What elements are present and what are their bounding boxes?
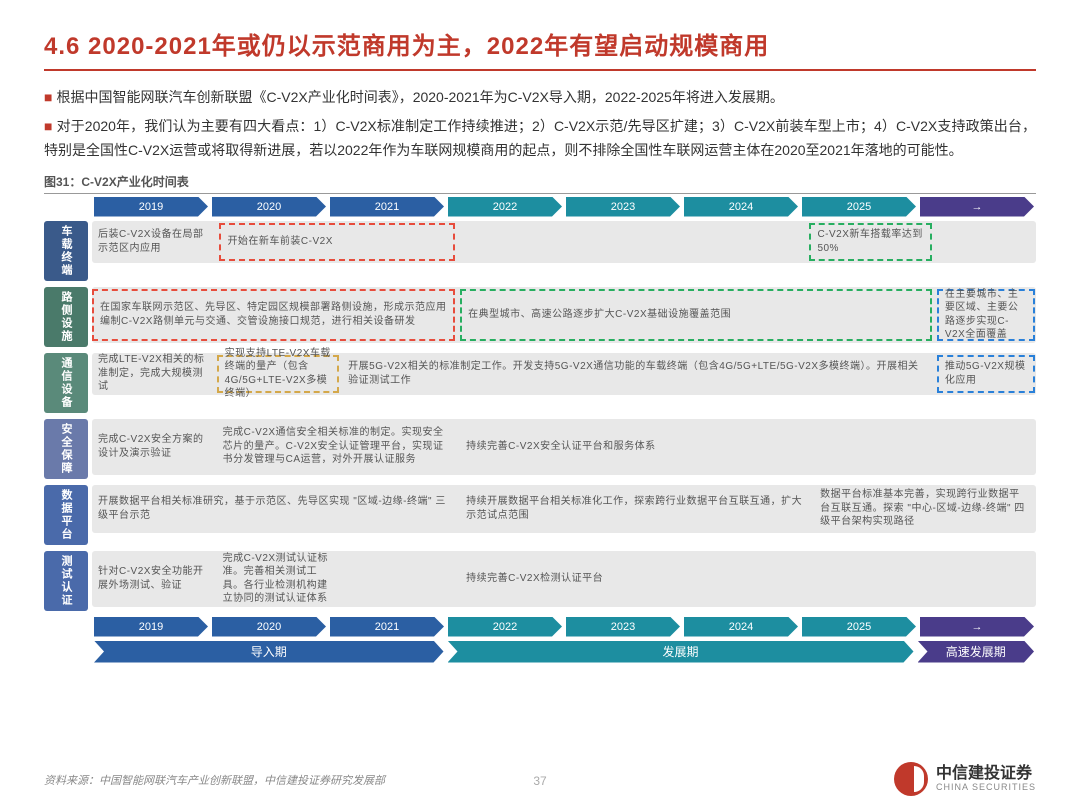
year-cell: 2023 [566, 617, 680, 637]
timeline-box: 在主要城市、主要区域、主要公路逐步实现C-V2X全面覆盖 [937, 289, 1035, 341]
page-number: 37 [533, 774, 546, 788]
year-cell: 2020 [212, 617, 326, 637]
track-label: 路侧设施 [44, 287, 88, 347]
track-row: 车载终端后装C-V2X设备在局部示范区内应用开始在新车前装C-V2X C-V2X新… [44, 221, 1036, 281]
timeline-box: C-V2X新车搭载率达到50% [809, 223, 932, 261]
timeline-box: 完成C-V2X测试认证标准。完善相关测试工具。各行业检测机构建立协同的测试认证体… [217, 553, 340, 605]
bullet-item: ■对于2020年，我们认为主要有四大看点：1）C-V2X标准制定工作持续推进；2… [44, 114, 1036, 163]
year-cell: 2021 [330, 617, 444, 637]
year-cell: 2019 [94, 197, 208, 217]
bullet-item: ■根据中国智能网联汽车创新联盟《C-V2X产业化时间表》，2020-2021年为… [44, 85, 1036, 110]
timeline-box: 完成C-V2X安全方案的设计及演示验证 [92, 421, 215, 473]
track-label: 测试认证 [44, 551, 88, 611]
logo-main: 中信建投证券 [936, 766, 1036, 782]
year-cell: 2024 [684, 617, 798, 637]
track-body: 完成LTE-V2X相关的标准制定，完成大规模测试实现支持LTE-V2X车载终端的… [92, 353, 1036, 395]
timeline-box: 推动5G-V2X规模化应用 [937, 355, 1035, 393]
year-cell: 2024 [684, 197, 798, 217]
logo-sub: CHINA SECURITIES [936, 782, 1036, 792]
track-label: 车载终端 [44, 221, 88, 281]
track-row: 测试认证针对C-V2X安全功能开展外场测试、验证完成C-V2X测试认证标准。完善… [44, 551, 1036, 611]
track-row: 数据平台开展数据平台相关标准研究，基于示范区、先导区实现 "区域-边缘-终端" … [44, 485, 1036, 545]
track-label: 通信设备 [44, 353, 88, 413]
track-row: 路侧设施在国家车联网示范区、先导区、特定园区规模部署路侧设施，形成示范应用 编制… [44, 287, 1036, 347]
track-body: 针对C-V2X安全功能开展外场测试、验证完成C-V2X测试认证标准。完善相关测试… [92, 551, 1036, 607]
timeline-box: 在典型城市、高速公路逐步扩大C-V2X基础设施覆盖范围 [460, 289, 932, 341]
timeline-box: 数据平台标准基本完善，实现跨行业数据平台互联互通。探索 "中心-区域-边缘-终端… [814, 487, 1034, 531]
logo-icon [894, 762, 928, 796]
track-row: 通信设备完成LTE-V2X相关的标准制定，完成大规模测试实现支持LTE-V2X车… [44, 353, 1036, 413]
track-label: 安全保障 [44, 419, 88, 479]
timeline-box: 完成C-V2X通信安全相关标准的制定。实现安全芯片的量产。C-V2X安全认证管理… [217, 421, 458, 473]
year-cell: 2025 [802, 617, 916, 637]
period-cell: 发展期 [448, 641, 914, 663]
year-cell: → [920, 197, 1034, 217]
timeline-box: 实现支持LTE-V2X车载终端的量产（包含4G/5G+LTE-V2X多模终端） [217, 355, 340, 393]
logo: 中信建投证券 CHINA SECURITIES [894, 762, 1036, 796]
source-text: 资料来源：中国智能网联汽车产业创新联盟，中信建投证券研究发展部 [44, 772, 385, 788]
bullets-block: ■根据中国智能网联汽车创新联盟《C-V2X产业化时间表》，2020-2021年为… [44, 85, 1036, 163]
timeline-chart: 2019202020212022202320242025→ 车载终端后装C-V2… [44, 197, 1036, 663]
track-row: 安全保障完成C-V2X安全方案的设计及演示验证完成C-V2X通信安全相关标准的制… [44, 419, 1036, 479]
track-body: 开展数据平台相关标准研究，基于示范区、先导区实现 "区域-边缘-终端" 三级平台… [92, 485, 1036, 533]
timeline-box: 持续开展数据平台相关标准化工作，探索跨行业数据平台互联互通，扩大示范试点范围 [460, 487, 809, 531]
period-cell: 导入期 [94, 641, 444, 663]
track-body: 在国家车联网示范区、先导区、特定园区规模部署路侧设施，形成示范应用 编制C-V2… [92, 287, 1036, 343]
year-cell: 2023 [566, 197, 680, 217]
figure-label: 图31：C-V2X产业化时间表 [44, 173, 1036, 194]
timeline-box: 开展数据平台相关标准研究，基于示范区、先导区实现 "区域-边缘-终端" 三级平台… [92, 487, 455, 531]
year-cell: 2025 [802, 197, 916, 217]
year-cell: 2021 [330, 197, 444, 217]
year-cell: 2022 [448, 197, 562, 217]
timeline-box: 针对C-V2X安全功能开展外场测试、验证 [92, 553, 215, 605]
timeline-box: 持续完善C-V2X检测认证平台 [460, 553, 1026, 605]
track-body: 完成C-V2X安全方案的设计及演示验证完成C-V2X通信安全相关标准的制定。实现… [92, 419, 1036, 475]
year-cell: 2022 [448, 617, 562, 637]
slide-title: 4.6 2020-2021年或仍以示范商用为主，2022年有望启动规模商用 [44, 26, 1036, 71]
timeline-box: 持续完善C-V2X安全认证平台和服务体系 [460, 421, 1026, 473]
timeline-box: 在国家车联网示范区、先导区、特定园区规模部署路侧设施，形成示范应用 编制C-V2… [92, 289, 455, 341]
track-label: 数据平台 [44, 485, 88, 545]
period-cell: 高速发展期 [918, 641, 1035, 663]
timeline-box: 开始在新车前装C-V2X [219, 223, 455, 261]
year-cell: 2020 [212, 197, 326, 217]
timeline-box: 后装C-V2X设备在局部示范区内应用 [92, 223, 215, 261]
timeline-box: 完成LTE-V2X相关的标准制定，完成大规模测试 [92, 355, 215, 393]
year-cell: → [920, 617, 1034, 637]
timeline-box: 开展5G-V2X相关的标准制定工作。开发支持5G-V2X通信功能的车载终端（包含… [342, 355, 927, 393]
year-cell: 2019 [94, 617, 208, 637]
track-body: 后装C-V2X设备在局部示范区内应用开始在新车前装C-V2X C-V2X新车搭载率… [92, 221, 1036, 263]
